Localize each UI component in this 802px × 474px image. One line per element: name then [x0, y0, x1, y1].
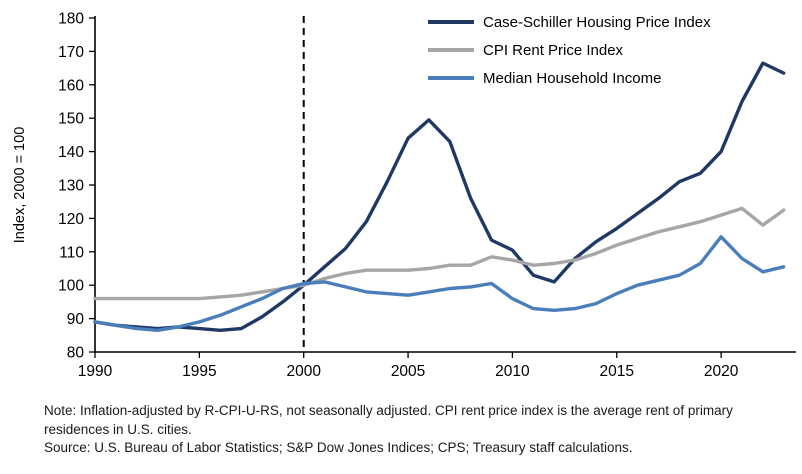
legend-swatch-case-schiller — [428, 20, 474, 24]
y-tick-label: 90 — [67, 311, 85, 328]
series-line-1 — [93, 206, 786, 301]
line-chart: 80 90 100 110 120 130 140 150 160 170 180 1990 1995 2… — [12, 11, 796, 380]
y-tick-label: 150 — [58, 111, 84, 128]
series-line-2 — [93, 235, 786, 332]
legend-item-case-schiller: Case-Schiller Housing Price Index — [428, 12, 711, 32]
x-tick-label: 2000 — [286, 363, 321, 380]
series-line-0 — [93, 61, 786, 332]
x-tick-label: 2010 — [495, 363, 530, 380]
legend-item-median-income: Median Household Income — [428, 68, 711, 88]
y-tick-label: 110 — [59, 244, 84, 261]
y-tick-label: 140 — [58, 144, 84, 161]
chart-notes: Note: Inflation-adjusted by R-CPI-U-RS, … — [0, 392, 794, 458]
y-tick-label: 120 — [58, 211, 84, 228]
x-tick-label: 2015 — [600, 363, 634, 380]
source-text: Source: U.S. Bureau of Labor Statistics;… — [44, 440, 633, 456]
x-tick-label: 2020 — [704, 363, 739, 380]
y-axis-title: Index, 2000 = 100 — [12, 127, 28, 244]
note-text: Note: Inflation-adjusted by R-CPI-U-RS, … — [44, 403, 733, 437]
x-tick-label: 1990 — [78, 363, 113, 380]
y-tick-label: 80 — [67, 345, 85, 362]
y-tick-label: 160 — [58, 77, 84, 94]
x-tick-label: 1995 — [182, 363, 216, 380]
legend-item-cpi-rent: CPI Rent Price Index — [428, 40, 711, 60]
y-tick-label: 100 — [58, 278, 84, 295]
legend-swatch-cpi-rent — [428, 48, 474, 52]
chart-legend: Case-Schiller Housing Price Index CPI Re… — [428, 12, 711, 88]
y-tick-label: 170 — [58, 44, 84, 61]
legend-label-case-schiller: Case-Schiller Housing Price Index — [483, 13, 711, 31]
legend-label-median-income: Median Household Income — [483, 69, 662, 87]
chart-area: 80 90 100 110 120 130 140 150 160 170 180 1990 1995 2… — [12, 11, 796, 380]
x-tick-label: 2005 — [391, 363, 425, 380]
y-tick-label: 180 — [58, 11, 84, 28]
legend-swatch-median-income — [428, 76, 474, 80]
legend-label-cpi-rent: CPI Rent Price Index — [483, 41, 624, 59]
y-tick-label: 130 — [58, 178, 84, 195]
